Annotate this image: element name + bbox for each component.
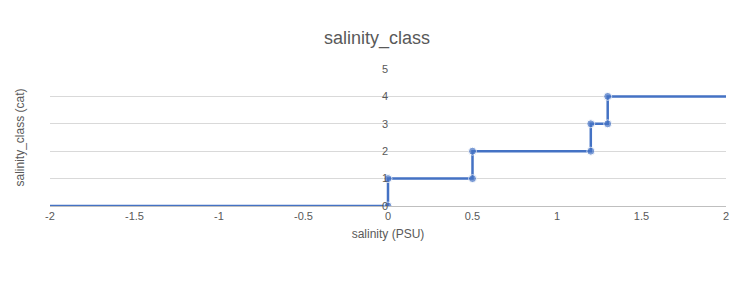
svg-text:-1: -1 xyxy=(214,210,224,222)
svg-text:2: 2 xyxy=(723,210,729,222)
svg-text:0: 0 xyxy=(385,210,391,222)
svg-text:0.5: 0.5 xyxy=(465,210,480,222)
svg-text:5: 5 xyxy=(382,63,388,75)
svg-text:0: 0 xyxy=(382,200,388,212)
svg-text:2: 2 xyxy=(382,145,388,157)
svg-text:salinity_class: salinity_class xyxy=(324,28,430,49)
svg-text:1: 1 xyxy=(554,210,560,222)
svg-text:3: 3 xyxy=(382,118,388,130)
svg-text:salinity_class (cat): salinity_class (cat) xyxy=(13,88,27,186)
svg-text:-1.5: -1.5 xyxy=(125,210,144,222)
svg-text:1.5: 1.5 xyxy=(634,210,649,222)
svg-text:-0.5: -0.5 xyxy=(294,210,313,222)
svg-text:1: 1 xyxy=(382,172,388,184)
svg-text:4: 4 xyxy=(382,90,388,102)
svg-text:-2: -2 xyxy=(45,210,55,222)
svg-text:salinity (PSU): salinity (PSU) xyxy=(352,227,425,241)
